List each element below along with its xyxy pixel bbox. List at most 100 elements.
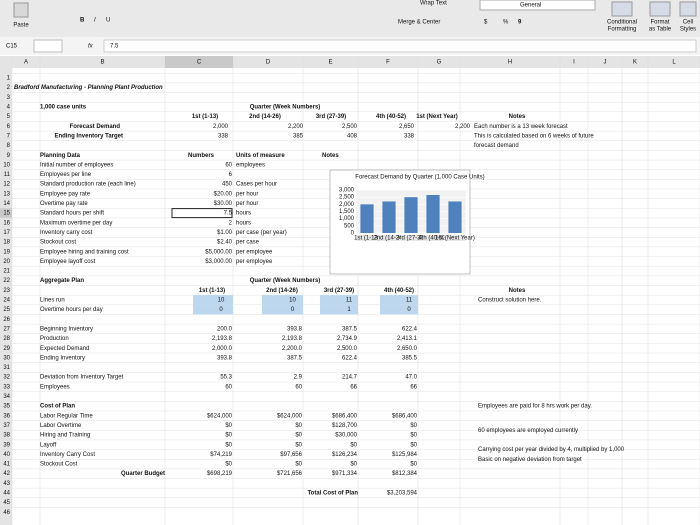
ribbon-cell_styles[interactable]: Cell: [683, 20, 693, 26]
row-header[interactable]: 22: [3, 278, 10, 284]
row-header[interactable]: 12: [3, 182, 10, 188]
row-header[interactable]: 9: [7, 153, 11, 159]
column-header[interactable]: F: [386, 60, 390, 66]
column-header[interactable]: G: [437, 60, 442, 66]
wrap-text[interactable]: Wrap Text: [420, 1, 447, 7]
row-header[interactable]: 42: [3, 471, 10, 477]
column-header[interactable]: I: [573, 60, 575, 66]
column-header[interactable]: D: [266, 60, 271, 66]
x-tick-box: [356, 235, 378, 241]
input-cell: [320, 295, 358, 305]
row-header[interactable]: 5: [7, 114, 11, 120]
name-box[interactable]: [33, 39, 63, 53]
aggregate-value: 200.0: [217, 326, 233, 332]
column-header[interactable]: L: [672, 60, 676, 66]
aggregate-label: Production: [40, 336, 69, 342]
currency[interactable]: $: [484, 20, 488, 26]
row-header[interactable]: 19: [3, 249, 10, 255]
row-header[interactable]: 3: [7, 95, 11, 101]
row-header[interactable]: 25: [3, 307, 10, 313]
aggregate-value: 214.7: [342, 375, 358, 381]
row-header[interactable]: 11: [4, 172, 11, 178]
ribbon-conditional[interactable]: Conditional: [607, 20, 637, 26]
ribbon-format_table[interactable]: as Table: [649, 27, 672, 33]
row-header[interactable]: 28: [3, 336, 10, 342]
percent[interactable]: %: [503, 20, 509, 26]
row-header[interactable]: 33: [3, 384, 10, 390]
ribbon-format_table[interactable]: Format: [650, 20, 669, 26]
format-italic[interactable]: I: [94, 18, 96, 24]
row-header[interactable]: 17: [3, 230, 10, 236]
name-box-value[interactable]: C15: [6, 44, 18, 50]
row-header[interactable]: 38: [3, 433, 10, 439]
row-header[interactable]: 39: [3, 442, 10, 448]
formula-input[interactable]: [103, 39, 697, 53]
aggregate-note: Carrying cost per year divided by 4, mul…: [478, 447, 625, 453]
row-header[interactable]: 15: [3, 211, 10, 217]
column-header[interactable]: A: [24, 60, 28, 66]
forecast-value: 2,200: [455, 124, 471, 130]
ribbon-conditional[interactable]: Formatting: [608, 27, 637, 33]
row-header[interactable]: 2: [7, 85, 11, 91]
row-header[interactable]: 20: [3, 259, 10, 265]
row-header[interactable]: 40: [3, 452, 10, 458]
planning-unit: per case: [236, 240, 260, 246]
row-header[interactable]: 18: [3, 240, 10, 246]
row-header[interactable]: 6: [7, 124, 11, 130]
format-bold[interactable]: B: [80, 18, 85, 24]
table-icon[interactable]: [649, 1, 671, 17]
column-header[interactable]: H: [508, 60, 512, 66]
row-header[interactable]: 24: [3, 298, 10, 304]
column-header[interactable]: K: [633, 60, 637, 66]
row-header[interactable]: 45: [3, 500, 10, 506]
column-header[interactable]: B: [100, 60, 104, 66]
row-header[interactable]: 27: [3, 326, 10, 332]
x-tick-box: [400, 235, 422, 241]
row-header[interactable]: 46: [3, 510, 10, 516]
aggregate-value: $0: [410, 433, 417, 439]
input-cell: [193, 295, 233, 305]
column-header[interactable]: C: [197, 60, 202, 66]
row-header[interactable]: 8: [7, 143, 11, 149]
target-value: 385: [293, 133, 304, 139]
row-header[interactable]: 14: [3, 201, 10, 207]
row-header[interactable]: 37: [3, 423, 10, 429]
selected-cell[interactable]: [171, 208, 233, 219]
row-header[interactable]: 30: [3, 355, 10, 361]
row-header[interactable]: 35: [3, 404, 10, 410]
aggregate-value: $0: [295, 462, 302, 468]
column-header[interactable]: J: [604, 60, 607, 66]
aggregate-value: $0: [225, 423, 232, 429]
row-header[interactable]: 34: [3, 394, 10, 400]
row-header[interactable]: 36: [3, 413, 10, 419]
format-underline[interactable]: U: [106, 18, 110, 24]
row-header[interactable]: 26: [3, 317, 10, 323]
ribbon-cell_styles[interactable]: Styles: [680, 27, 696, 33]
number-format[interactable]: General: [520, 3, 541, 9]
row-header[interactable]: 7: [7, 133, 11, 139]
row-header[interactable]: 10: [3, 162, 10, 168]
row-header[interactable]: 1: [7, 76, 11, 82]
planning-header: Numbers: [188, 153, 215, 159]
x-tick-label: 3rd (27-39): [396, 236, 426, 242]
row-header[interactable]: 32: [3, 375, 10, 381]
merge-center[interactable]: Merge & Center: [398, 20, 440, 26]
aggregate-label: Overtime hours per day: [40, 307, 103, 313]
row-header[interactable]: 23: [3, 288, 10, 294]
row-header[interactable]: 41: [3, 462, 10, 468]
conditional-icon[interactable]: [611, 1, 633, 17]
row-header[interactable]: 4: [7, 105, 11, 111]
number-format-box[interactable]: [479, 0, 596, 11]
styles-icon[interactable]: [679, 1, 697, 17]
row-header[interactable]: 44: [3, 491, 10, 497]
row-header[interactable]: 31: [3, 365, 10, 371]
row-header[interactable]: 16: [3, 220, 10, 226]
column-header[interactable]: E: [328, 60, 332, 66]
row-header[interactable]: 21: [3, 269, 10, 275]
row-header[interactable]: 29: [3, 346, 10, 352]
comma[interactable]: 9: [518, 20, 522, 26]
paste-label[interactable]: Paste: [13, 23, 29, 29]
row-header[interactable]: 13: [3, 191, 10, 197]
paste-icon[interactable]: [13, 2, 29, 18]
row-header[interactable]: 43: [3, 481, 10, 487]
